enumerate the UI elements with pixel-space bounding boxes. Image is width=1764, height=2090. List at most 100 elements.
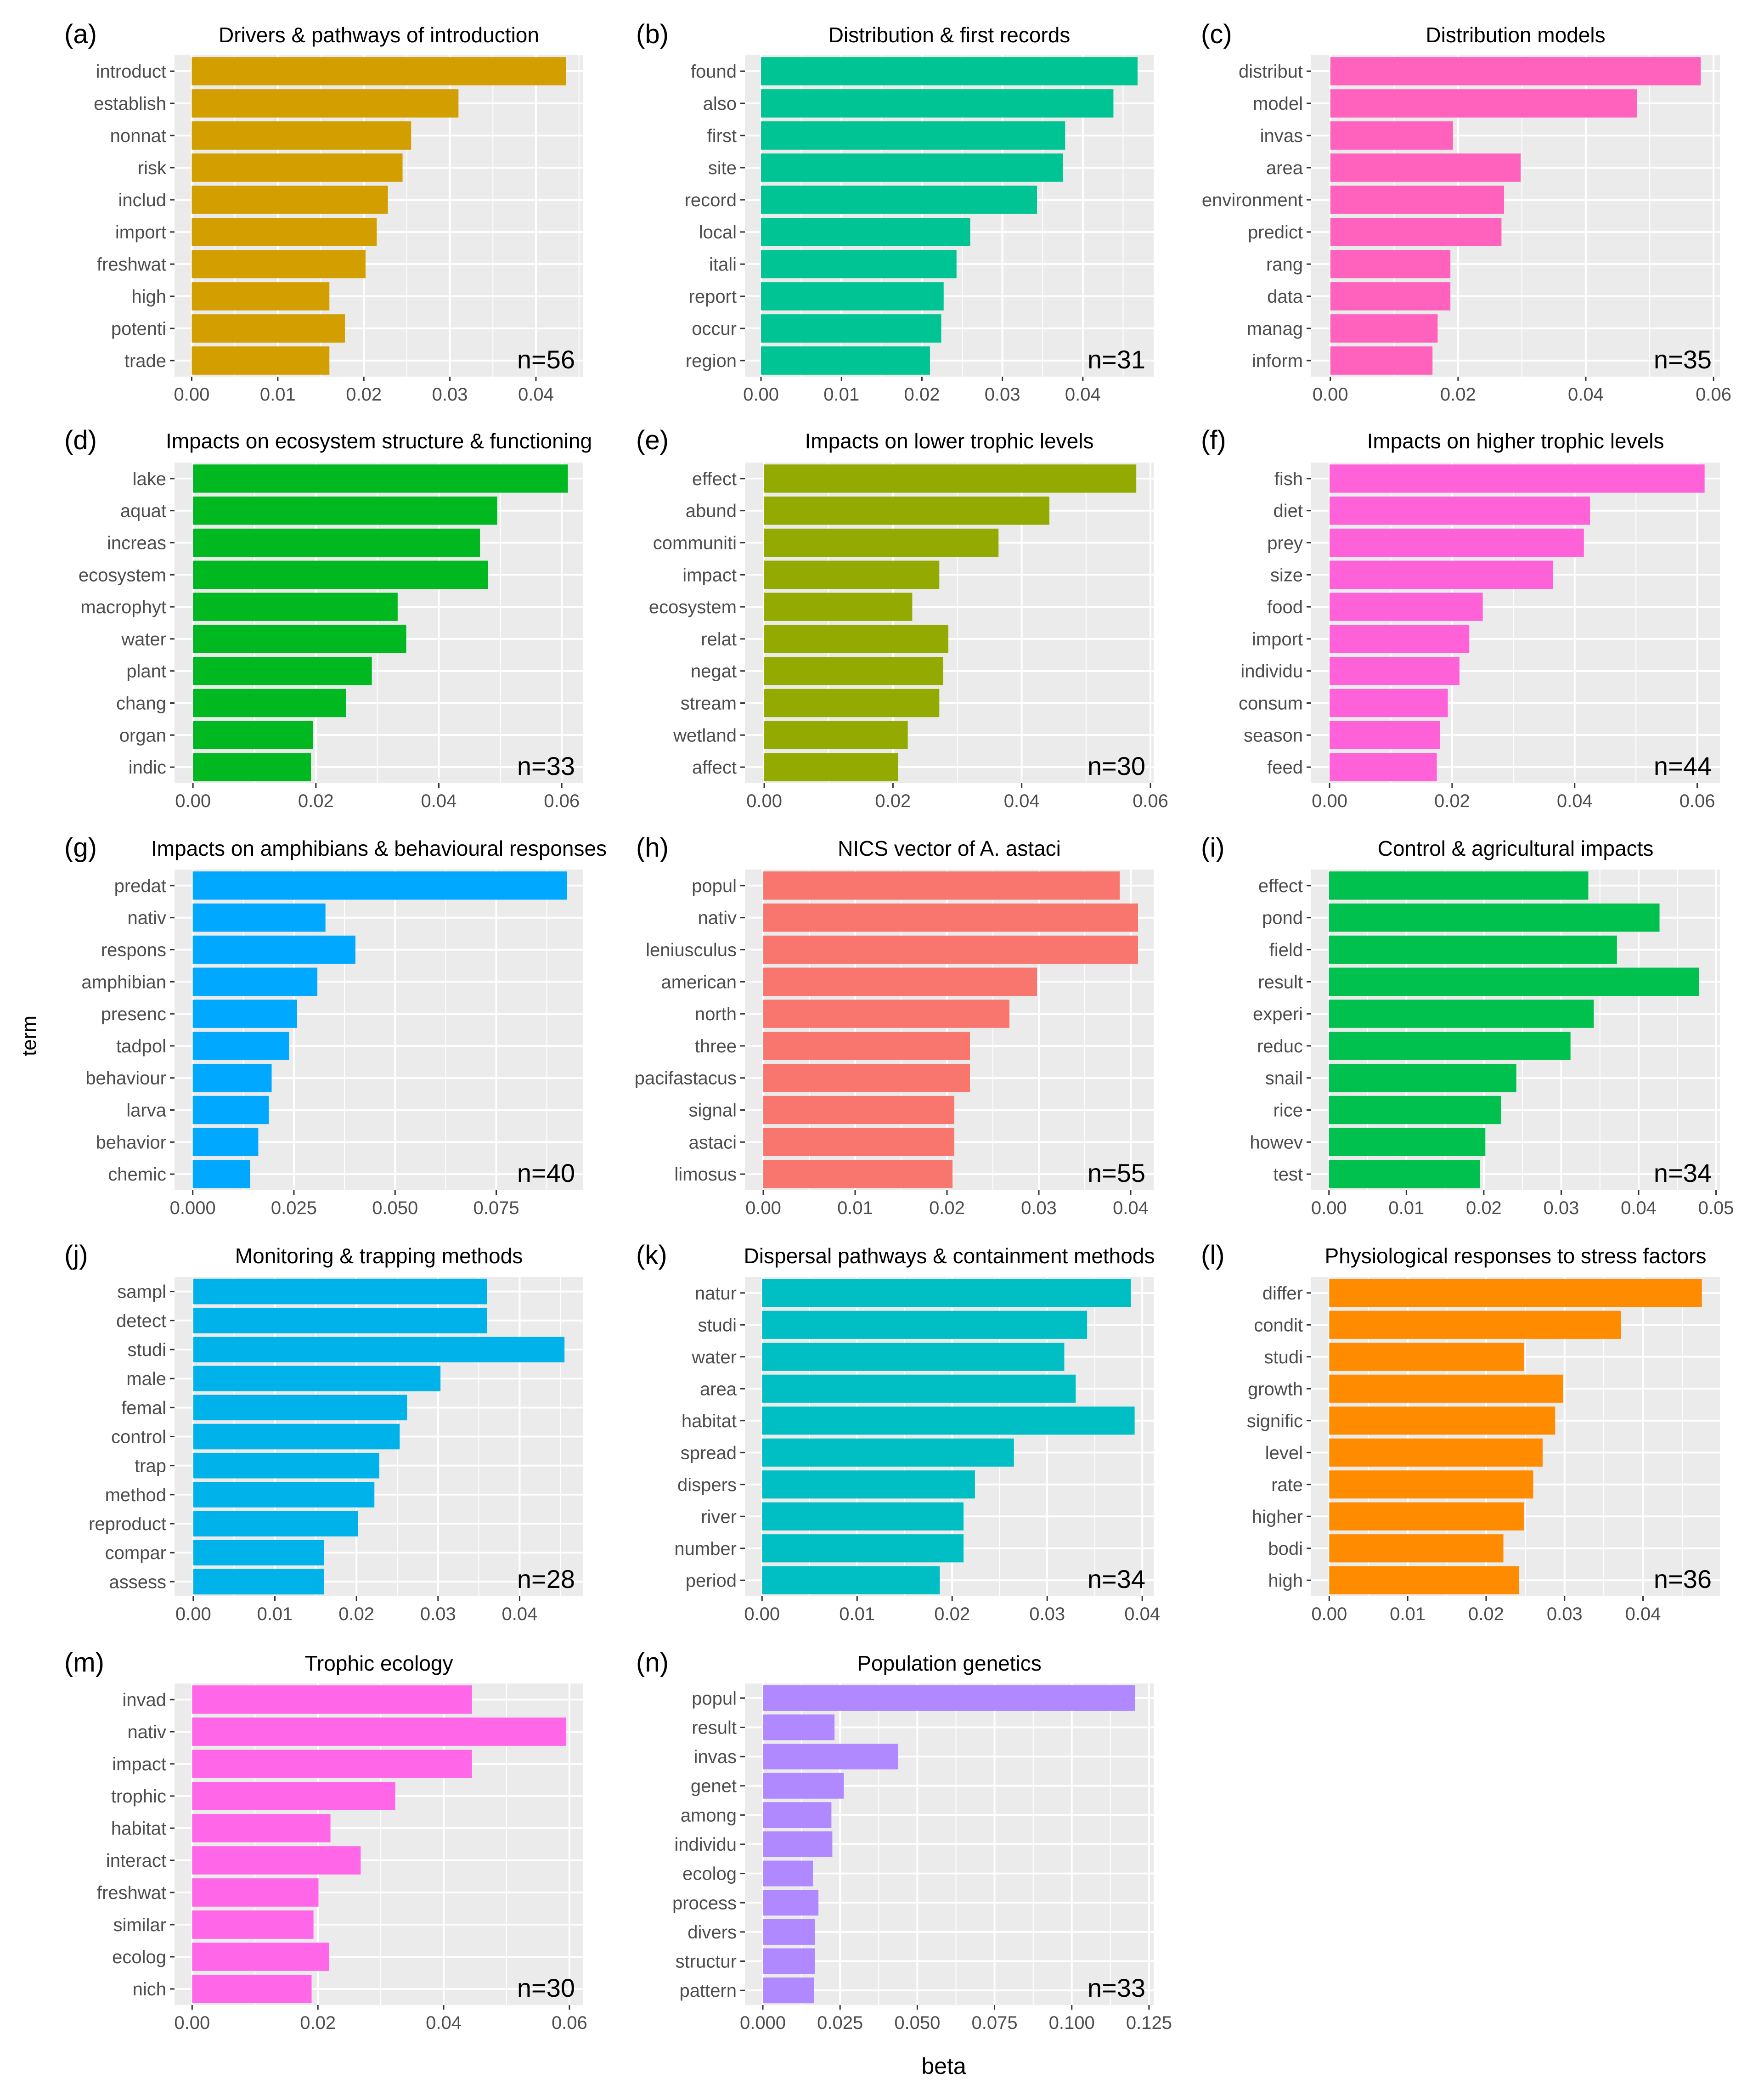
category-label: result bbox=[1258, 972, 1303, 992]
chart-panel-e: effect abund communiti impact ecosystem relat… bbox=[636, 425, 1168, 811]
sample-size-label: n=55 bbox=[1088, 1158, 1145, 1187]
chart-panel-j: sampl detect studi male femal control trap meth… bbox=[64, 1240, 583, 1624]
bar-predat bbox=[192, 871, 567, 900]
category-label: abund bbox=[686, 501, 737, 521]
bar-reproduct bbox=[193, 1511, 358, 1536]
bar-distribut bbox=[1330, 57, 1701, 85]
bar-model bbox=[1330, 89, 1637, 118]
bar-itali bbox=[761, 250, 957, 278]
category-label: prey bbox=[1267, 533, 1303, 554]
panel-letter: (i) bbox=[1201, 833, 1225, 863]
category-label: higher bbox=[1252, 1507, 1303, 1527]
bar-spread bbox=[762, 1438, 1014, 1467]
category-label: howev bbox=[1250, 1132, 1303, 1152]
bar-behaviour bbox=[192, 1063, 272, 1092]
bar-nativ bbox=[192, 903, 326, 932]
bar-bodi bbox=[1329, 1534, 1504, 1563]
category-label: studi bbox=[698, 1315, 737, 1335]
x-tick-label: 0.00 bbox=[1313, 384, 1348, 405]
category-label: report bbox=[689, 287, 737, 307]
category-label: risk bbox=[138, 158, 167, 178]
category-label: nonnat bbox=[110, 126, 166, 146]
x-tick-label: 0.02 bbox=[300, 2013, 336, 2033]
x-tick-label: 0.00 bbox=[174, 2013, 210, 2033]
bar-lake bbox=[193, 464, 568, 493]
panel-title: Impacts on amphibians & behavioural resp… bbox=[151, 836, 607, 860]
bar-food bbox=[1330, 593, 1483, 621]
category-label: ecolog bbox=[682, 1864, 737, 1884]
category-label: trade bbox=[124, 351, 166, 371]
category-label: habitat bbox=[111, 1819, 166, 1839]
bar-larva bbox=[192, 1096, 269, 1124]
category-label: studi bbox=[1264, 1347, 1303, 1367]
x-tick-label: 0.05 bbox=[1698, 1198, 1734, 1218]
x-tick-label: 0.02 bbox=[1434, 791, 1470, 811]
category-label: occur bbox=[692, 319, 737, 339]
bar-habitat bbox=[762, 1407, 1135, 1435]
panel-letter: (f) bbox=[1201, 425, 1226, 455]
bar-similar bbox=[192, 1910, 314, 1939]
bar-test bbox=[1329, 1160, 1480, 1188]
bar-abund bbox=[764, 496, 1049, 525]
category-label: predat bbox=[114, 876, 166, 896]
bar-pond bbox=[1329, 903, 1660, 932]
x-tick-label: 0.075 bbox=[971, 2013, 1017, 2033]
category-label: nativ bbox=[698, 908, 737, 928]
bar-establish bbox=[192, 89, 459, 118]
category-label: affect bbox=[692, 757, 737, 778]
sample-size-label: n=56 bbox=[517, 345, 575, 374]
category-label: bodi bbox=[1268, 1539, 1303, 1559]
chart-panel-f: fish diet prey size food import individu consum… bbox=[1201, 425, 1720, 811]
category-label: rate bbox=[1271, 1475, 1303, 1495]
category-label: assess bbox=[109, 1572, 167, 1592]
x-tick-label: 0.04 bbox=[421, 791, 457, 811]
chart-panel-k: natur studi water area habitat spread dispers r… bbox=[636, 1240, 1160, 1624]
x-tick-label: 0.02 bbox=[1466, 1198, 1502, 1218]
bar-potenti bbox=[192, 314, 345, 343]
bar-affect bbox=[764, 753, 898, 781]
category-label: number bbox=[674, 1539, 737, 1559]
category-label: rice bbox=[1274, 1101, 1303, 1121]
category-label: astaci bbox=[689, 1132, 737, 1152]
bar-organ bbox=[193, 721, 313, 750]
bar-process bbox=[763, 1890, 819, 1916]
bar-divers bbox=[763, 1919, 815, 1945]
x-tick-label: 0.04 bbox=[1113, 1198, 1149, 1218]
bar-result bbox=[1329, 967, 1699, 996]
category-label: natur bbox=[695, 1283, 737, 1304]
bar-detect bbox=[193, 1307, 487, 1333]
category-label: invas bbox=[1260, 126, 1303, 146]
x-tick-label: 0.00 bbox=[174, 384, 210, 405]
category-label: level bbox=[1265, 1443, 1303, 1463]
category-label: high bbox=[131, 287, 166, 307]
bar-behavior bbox=[192, 1128, 259, 1157]
bar-astaci bbox=[763, 1128, 954, 1157]
category-label: behavior bbox=[96, 1132, 166, 1152]
panel-letter: (g) bbox=[64, 833, 97, 863]
category-label: water bbox=[691, 1347, 737, 1367]
category-label: compar bbox=[105, 1543, 166, 1563]
bar-aquat bbox=[193, 496, 497, 525]
panel-letter: (a) bbox=[64, 19, 97, 49]
category-label: dispers bbox=[677, 1475, 737, 1495]
bar-also bbox=[761, 89, 1114, 118]
category-label: nativ bbox=[128, 908, 167, 928]
x-tick-label: 0.00 bbox=[175, 791, 211, 811]
category-label: potenti bbox=[111, 319, 166, 339]
sample-size-label: n=40 bbox=[517, 1158, 575, 1187]
bar-presenc bbox=[192, 1000, 297, 1028]
bar-method bbox=[193, 1482, 375, 1508]
bar-studi bbox=[193, 1337, 565, 1362]
bar-pacifastacus bbox=[763, 1063, 970, 1092]
category-label: method bbox=[105, 1485, 166, 1505]
bar-differ bbox=[1329, 1279, 1702, 1307]
category-label: rang bbox=[1266, 254, 1303, 275]
category-label: respons bbox=[101, 940, 166, 960]
category-label: interact bbox=[106, 1851, 166, 1871]
bar-chemic bbox=[192, 1160, 250, 1188]
chart-panel-b: found also first site record local itali report… bbox=[636, 19, 1154, 405]
bar-occur bbox=[761, 314, 941, 343]
sample-size-label: n=28 bbox=[517, 1565, 575, 1593]
category-label: fish bbox=[1274, 469, 1303, 489]
bar-plant bbox=[193, 656, 372, 685]
